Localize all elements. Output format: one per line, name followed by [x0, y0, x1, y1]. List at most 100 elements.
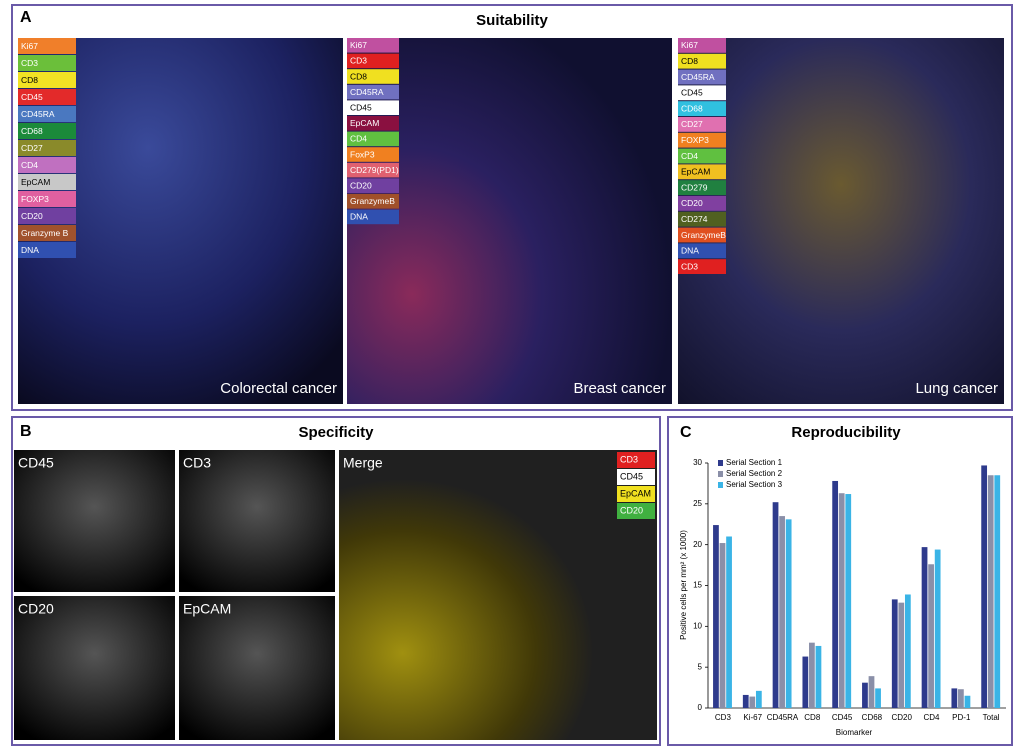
legend-label: CD8: [21, 75, 38, 85]
legend-swatch: [678, 38, 726, 53]
legend-swatch: [18, 208, 76, 224]
y-tick-label: 5: [698, 662, 703, 671]
legend-label: CD279: [681, 182, 708, 192]
x-tick-label: Total: [983, 713, 1000, 722]
legend-label: CD45RA: [350, 87, 384, 97]
panel-label: B: [20, 423, 32, 440]
legend-label: CD20: [21, 211, 43, 221]
legend-label: Serial Section 1: [726, 458, 783, 467]
legend-label: EpCAM: [620, 488, 651, 498]
legend-swatch: [18, 242, 76, 258]
y-tick-label: 30: [693, 458, 702, 467]
y-tick-label: 20: [693, 540, 702, 549]
microscopy-image: [347, 38, 672, 404]
legend-label: CD27: [21, 143, 43, 153]
bar: [987, 475, 994, 708]
x-tick-label: CD4: [923, 713, 940, 722]
legend-swatch: [678, 85, 726, 101]
legend-label: FOXP3: [681, 135, 709, 145]
bar: [755, 690, 762, 708]
legend-label: CD8: [350, 71, 367, 81]
legend-label: DNA: [350, 212, 368, 222]
bar: [981, 465, 988, 708]
legend-swatch: [678, 259, 726, 274]
legend-swatch: [18, 72, 76, 88]
legend-swatch: [718, 460, 723, 466]
image-label: CD20: [18, 601, 54, 617]
image-caption: Breast cancer: [573, 380, 666, 397]
microscopy-image: [14, 596, 175, 740]
y-axis-label: Positive cells per mm² (x 1000): [679, 530, 688, 640]
panel-b-frame: [11, 416, 661, 746]
legend-label: CD279(PD1): [350, 165, 399, 175]
legend-label: FoxP3: [350, 149, 375, 159]
legend-label: Ki67: [350, 40, 367, 50]
bar: [749, 696, 756, 708]
x-tick-label: Ki-67: [743, 713, 762, 722]
y-tick-label: 0: [698, 703, 703, 712]
bar: [713, 525, 719, 708]
x-tick-label: PD-1: [952, 713, 971, 722]
legend-swatch: [18, 174, 76, 190]
legend-label: CD4: [21, 160, 38, 170]
microscopy-image: [179, 596, 335, 740]
bar: [719, 543, 726, 708]
legend-swatch: [678, 180, 726, 195]
legend-swatch: [18, 191, 76, 207]
bar: [928, 564, 934, 708]
image-label: Merge: [343, 455, 383, 471]
legend-swatch: [347, 162, 399, 178]
legend-swatch: [678, 132, 726, 148]
legend-label: Serial Section 3: [726, 480, 783, 489]
legend-label: CD45RA: [21, 109, 55, 119]
bar: [809, 642, 815, 708]
legend-label: Ki67: [681, 40, 698, 50]
legend-swatch: [678, 101, 726, 116]
legend-swatch: [18, 89, 76, 105]
legend-swatch: [678, 148, 726, 164]
legend-label: DNA: [21, 245, 39, 255]
legend-label: CD45: [350, 102, 372, 112]
bar: [785, 519, 792, 708]
bar: [862, 682, 868, 708]
bar: [951, 688, 958, 708]
bar: [832, 480, 839, 708]
legend-label: Granzyme B: [21, 228, 69, 238]
panel-title: Suitability: [476, 12, 548, 29]
legend-swatch: [347, 100, 399, 115]
bar: [994, 475, 1001, 708]
legend-swatch: [678, 243, 726, 259]
x-tick-label: CD45: [832, 713, 853, 722]
image-caption: Lung cancer: [915, 380, 998, 397]
legend-label: GranzymeB: [681, 230, 726, 240]
chart-title: Reproducibility: [791, 424, 901, 441]
bar: [898, 602, 905, 708]
legend-label: CD68: [21, 126, 43, 136]
legend-label: CD45: [681, 88, 703, 98]
bar: [838, 493, 845, 708]
panel-label: A: [20, 9, 32, 26]
bar: [934, 549, 941, 708]
legend-swatch: [617, 503, 655, 519]
image-caption: Colorectal cancer: [220, 380, 337, 397]
bar: [726, 536, 732, 708]
legend-swatch: [347, 147, 399, 162]
legend-swatch: [18, 106, 76, 122]
image-label: CD3: [183, 455, 211, 471]
x-tick-label: CD3: [715, 713, 732, 722]
legend-swatch: [347, 194, 399, 209]
x-tick-label: CD68: [862, 713, 883, 722]
panel-c-frame: [667, 416, 1013, 746]
legend-swatch: [347, 116, 399, 131]
y-tick-label: 10: [693, 621, 702, 630]
legend-swatch: [347, 209, 399, 225]
legend-swatch: [678, 117, 726, 132]
bar: [921, 547, 928, 708]
legend-swatch: [18, 225, 76, 241]
legend-label: CD3: [21, 58, 38, 68]
x-tick-label: CD20: [891, 713, 912, 722]
legend-label: Serial Section 2: [726, 469, 783, 478]
x-tick-label: CD45RA: [767, 713, 799, 722]
legend-label: EpCAM: [681, 167, 710, 177]
legend-swatch: [18, 123, 76, 139]
